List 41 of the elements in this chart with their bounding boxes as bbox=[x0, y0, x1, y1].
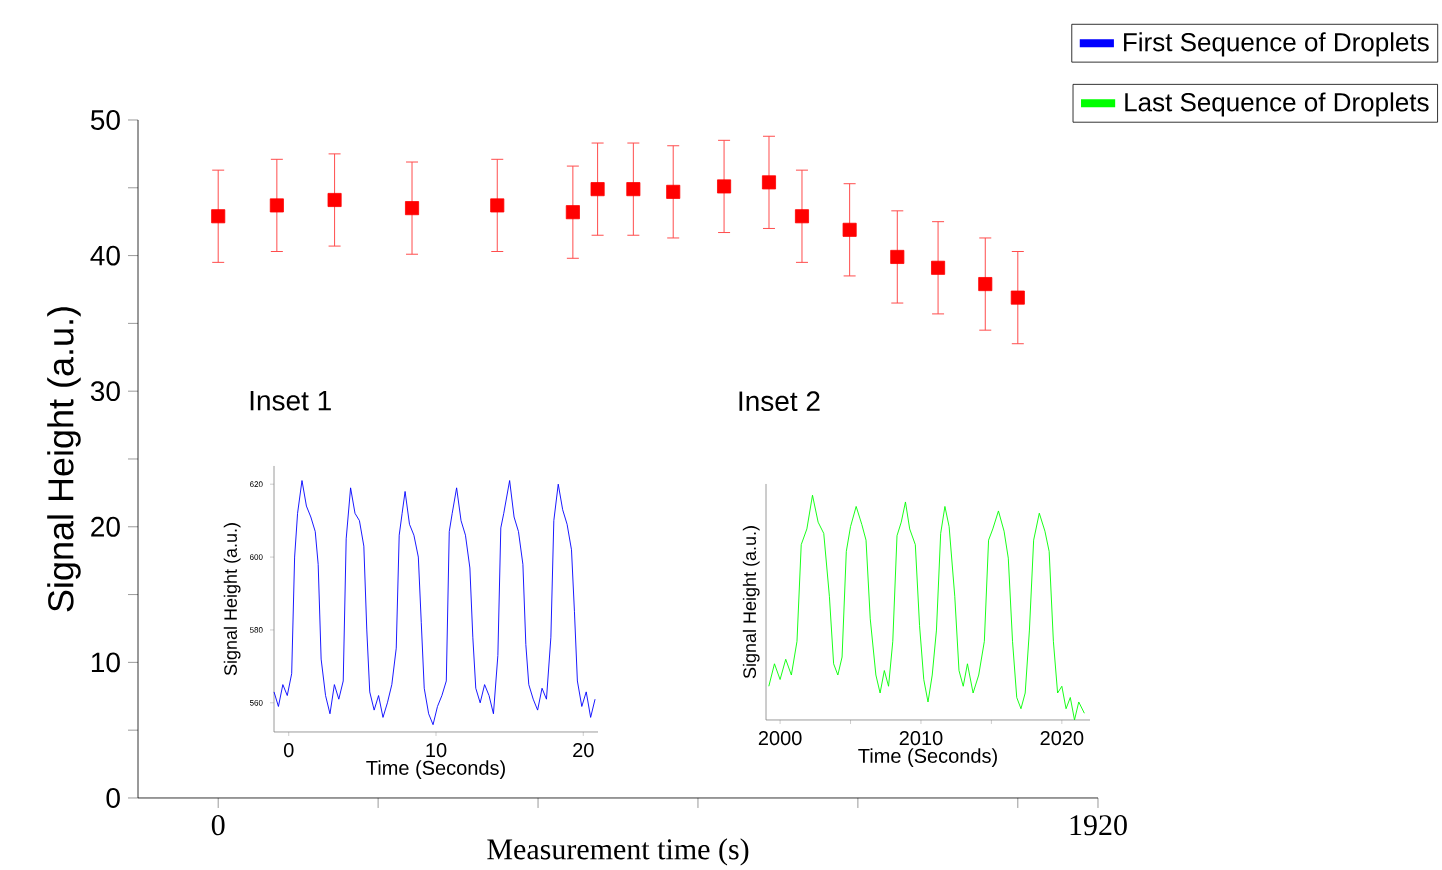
point bbox=[269, 198, 284, 213]
y-tick-label: 10 bbox=[91, 652, 120, 673]
chart-title: Inset 1 bbox=[250, 391, 331, 411]
point bbox=[211, 209, 226, 224]
point bbox=[626, 182, 641, 197]
x-axis-title: Time (Seconds) bbox=[366, 760, 505, 779]
chart-title: Inset 2 bbox=[739, 391, 820, 412]
x-axis-title: Measurement time (s) bbox=[487, 838, 749, 866]
x-tick-label: 10 bbox=[426, 743, 447, 758]
point bbox=[490, 198, 505, 213]
y-tick-label: 20 bbox=[91, 516, 120, 537]
y-axis-title: Signal Height (a.u.) bbox=[47, 307, 81, 612]
point bbox=[717, 179, 732, 194]
point bbox=[931, 260, 946, 275]
legend-label: Last Sequence of Droplets bbox=[1125, 92, 1429, 117]
y-axis-title: Signal Height (a.u.) bbox=[223, 523, 241, 676]
point bbox=[666, 184, 681, 199]
x-tick-label: 0 bbox=[283, 743, 294, 758]
point bbox=[405, 201, 420, 216]
point bbox=[565, 205, 580, 220]
point bbox=[842, 222, 857, 237]
x-tick-label: 1920 bbox=[1070, 815, 1127, 836]
x-tick-label: 2020 bbox=[1040, 731, 1084, 746]
x-axis-title: Time (Seconds) bbox=[858, 748, 997, 767]
x-tick-label: 20 bbox=[573, 743, 594, 758]
line-series bbox=[273, 480, 596, 726]
y-tick-label: 40 bbox=[90, 245, 120, 266]
legend-label: First Sequence of Droplets bbox=[1124, 32, 1429, 57]
point bbox=[978, 277, 993, 292]
x-tick-label: 2010 bbox=[899, 731, 943, 746]
y-tick-label: 0 bbox=[106, 788, 120, 808]
y-tick-label: 30 bbox=[90, 381, 120, 402]
point bbox=[590, 182, 605, 197]
point bbox=[327, 192, 342, 207]
point bbox=[890, 249, 905, 264]
y-axis-title: Signal Height (a.u.) bbox=[742, 526, 760, 679]
point bbox=[1010, 290, 1025, 305]
point bbox=[794, 209, 809, 224]
point bbox=[761, 175, 776, 190]
y-tick-label: 50 bbox=[90, 110, 120, 130]
x-tick-label: 2000 bbox=[758, 731, 802, 746]
